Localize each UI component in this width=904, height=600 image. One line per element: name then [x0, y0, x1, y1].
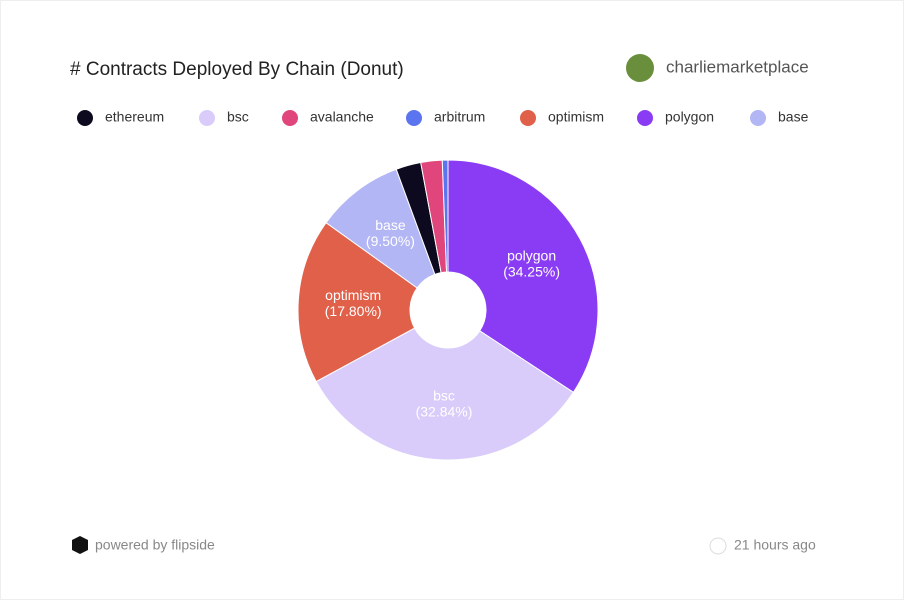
legend: ethereum bsc avalanche arbitrum optimism poly…: [77, 109, 809, 126]
legend-marker: [406, 110, 422, 126]
legend-label: optimism: [548, 109, 604, 125]
legend-label: arbitrum: [434, 109, 485, 125]
refresh-icon[interactable]: [709, 537, 727, 555]
powered-by[interactable]: powered by flipside: [95, 537, 215, 553]
legend-label: bsc: [227, 109, 249, 125]
slice-value: (32.84%): [416, 404, 473, 420]
donut-slice: [315, 327, 575, 461]
legend-marker: [637, 110, 653, 126]
chart-title: # Contracts Deployed By Chain (Donut): [70, 59, 404, 80]
legend-marker: [77, 110, 93, 126]
legend-label: avalanche: [310, 109, 374, 125]
slice-name: optimism: [325, 287, 381, 303]
slice-value: (9.50%): [366, 233, 415, 249]
author[interactable]: charliemarketplace: [666, 57, 809, 76]
legend-marker: [520, 110, 536, 126]
legend-marker: [282, 110, 298, 126]
legend-label: ethereum: [105, 109, 164, 125]
legend-label: polygon: [665, 109, 714, 125]
avatar[interactable]: [626, 54, 654, 82]
donut: polygon(34.25%) bsc(32.84%) optimism(17.80…: [297, 159, 599, 461]
slice-name: polygon: [507, 248, 556, 264]
updated-time: 21 hours ago: [734, 537, 816, 553]
legend-label: base: [778, 109, 809, 125]
slice-name: bsc: [433, 388, 455, 404]
donut-slice: [297, 221, 418, 383]
flipside-logo: [72, 536, 88, 554]
slice-value: (17.80%): [325, 303, 382, 319]
donut-slice: [441, 159, 449, 273]
legend-marker: [199, 110, 215, 126]
slice-name: base: [375, 217, 406, 233]
legend-marker: [750, 110, 766, 126]
slice-value: (34.25%): [503, 264, 560, 280]
